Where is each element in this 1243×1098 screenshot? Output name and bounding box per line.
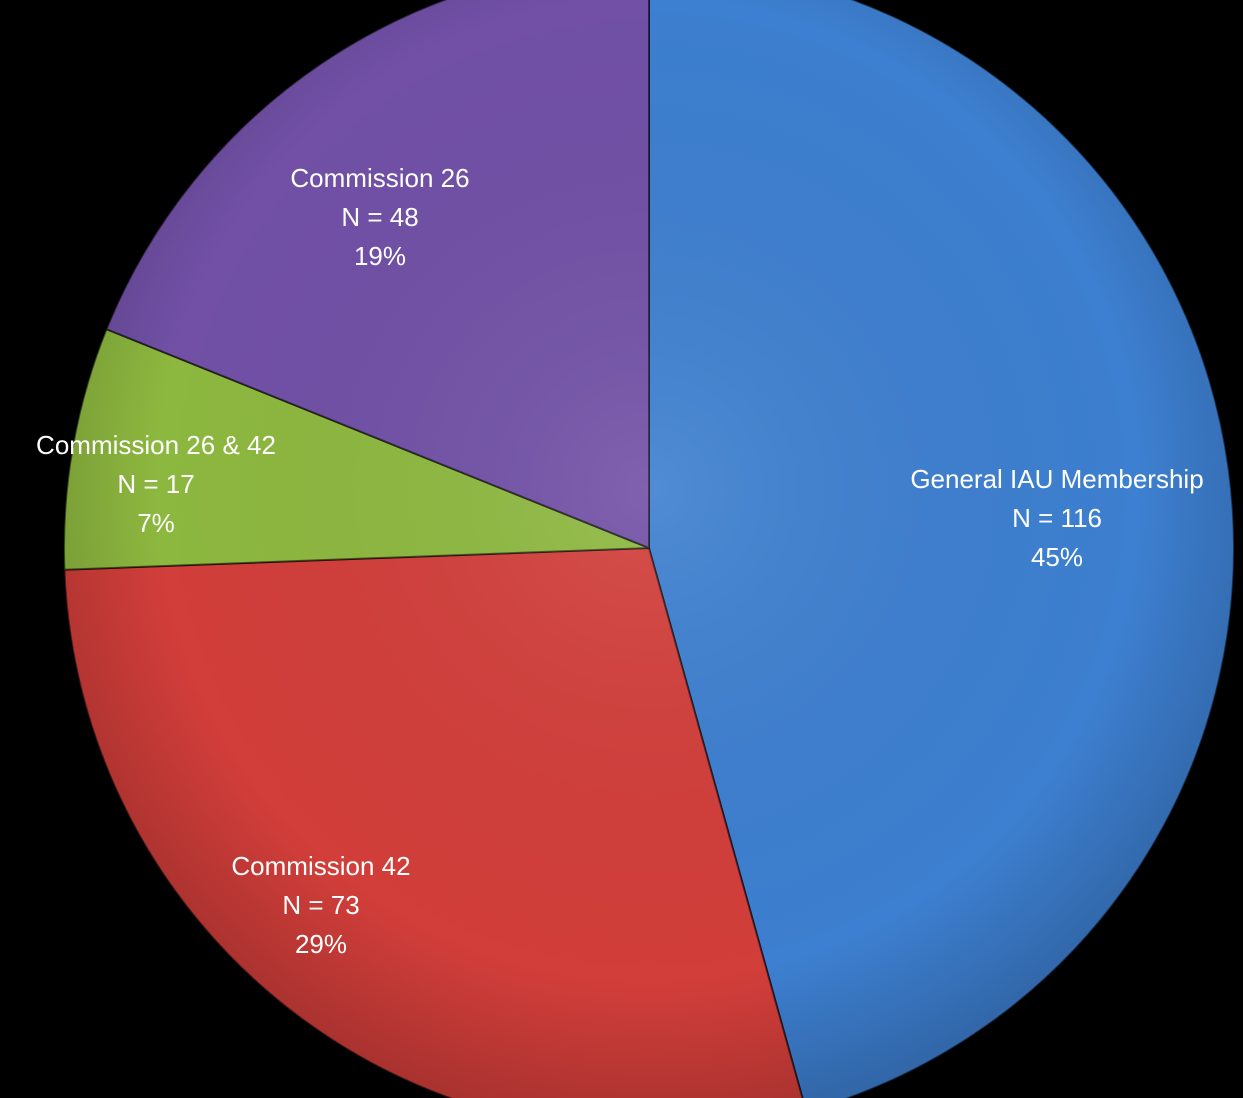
slice-percent-label: 29% (295, 929, 347, 959)
slice-count-label: N = 48 (341, 202, 418, 232)
slice-name-label: Commission 26 & 42 (36, 430, 276, 460)
slice-count-label: N = 73 (282, 890, 359, 920)
pie-labels: General IAU Membership N = 116 45% Commissi… (36, 163, 1204, 959)
slice-percent-label: 45% (1031, 542, 1083, 572)
slice-count-label: N = 116 (1012, 503, 1102, 533)
slice-label-group-general-iau-membership: General IAU Membership N = 116 45% (910, 464, 1203, 572)
slice-name-label: Commission 42 (231, 851, 410, 881)
slice-percent-label: 19% (354, 241, 406, 271)
slice-name-label: Commission 26 (290, 163, 469, 193)
slice-percent-label: 7% (137, 508, 175, 538)
slice-count-label: N = 17 (117, 469, 194, 499)
slice-name-label: General IAU Membership (910, 464, 1203, 494)
slice-label-group-commission-26-and-42: Commission 26 & 42 N = 17 7% (36, 430, 276, 538)
slice-label-group-commission-42: Commission 42 N = 73 29% (231, 851, 410, 959)
slice-label-group-commission-26: Commission 26 N = 48 19% (290, 163, 469, 271)
